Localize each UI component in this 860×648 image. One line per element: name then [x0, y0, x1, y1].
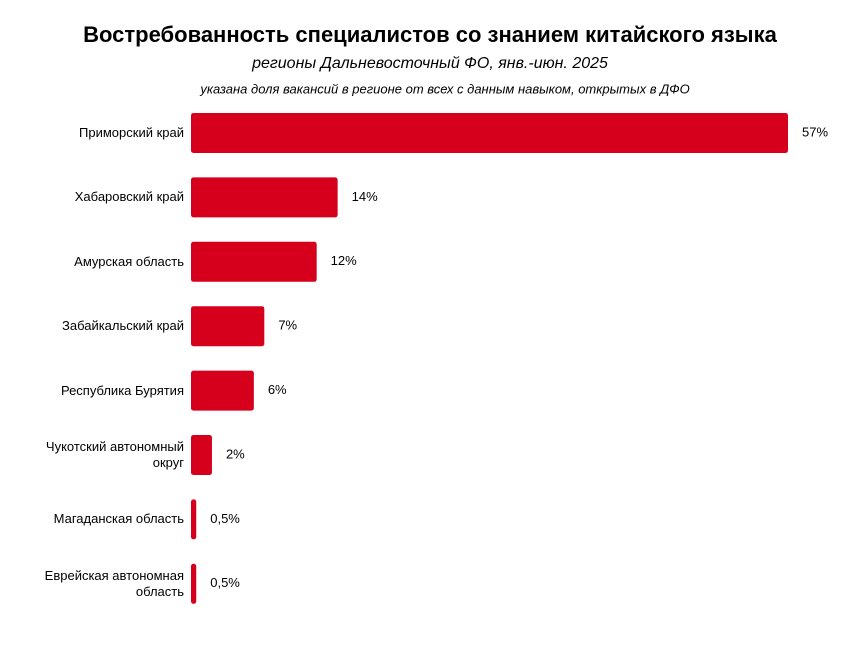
value-label: 6%	[268, 382, 287, 397]
chart-note: указана доля вакансий в регионе от всех …	[199, 81, 689, 96]
category-label: Амурская область	[74, 253, 184, 269]
value-label: 12%	[331, 253, 357, 268]
category-label: Забайкальский край	[61, 318, 184, 334]
bar	[191, 370, 254, 411]
value-label: 57%	[802, 124, 828, 139]
chart-title: Востребованность специалистов со знанием…	[83, 22, 777, 47]
category-label: Республика Бурятия	[60, 382, 184, 398]
bar	[191, 113, 788, 153]
category-label: Еврейская автономная область	[44, 567, 184, 599]
bar	[191, 241, 317, 282]
category-label: Магаданская область	[53, 511, 184, 527]
value-label: 14%	[352, 189, 378, 204]
bar	[191, 499, 197, 540]
bar	[191, 306, 265, 347]
chart-subtitle: регионы Дальневосточный ФО, янв.-июн. 20…	[251, 55, 608, 72]
bar	[191, 435, 212, 475]
value-label: 2%	[226, 446, 245, 461]
value-label: 7%	[278, 318, 297, 333]
category-label: Приморский край	[79, 125, 184, 140]
category-label: Чукотский автономный округ	[45, 439, 184, 470]
value-label: 0,5%	[210, 511, 240, 526]
bar	[191, 177, 338, 218]
category-label: Хабаровский край	[74, 189, 184, 205]
value-label: 0,5%	[210, 575, 240, 590]
bar	[191, 563, 197, 604]
